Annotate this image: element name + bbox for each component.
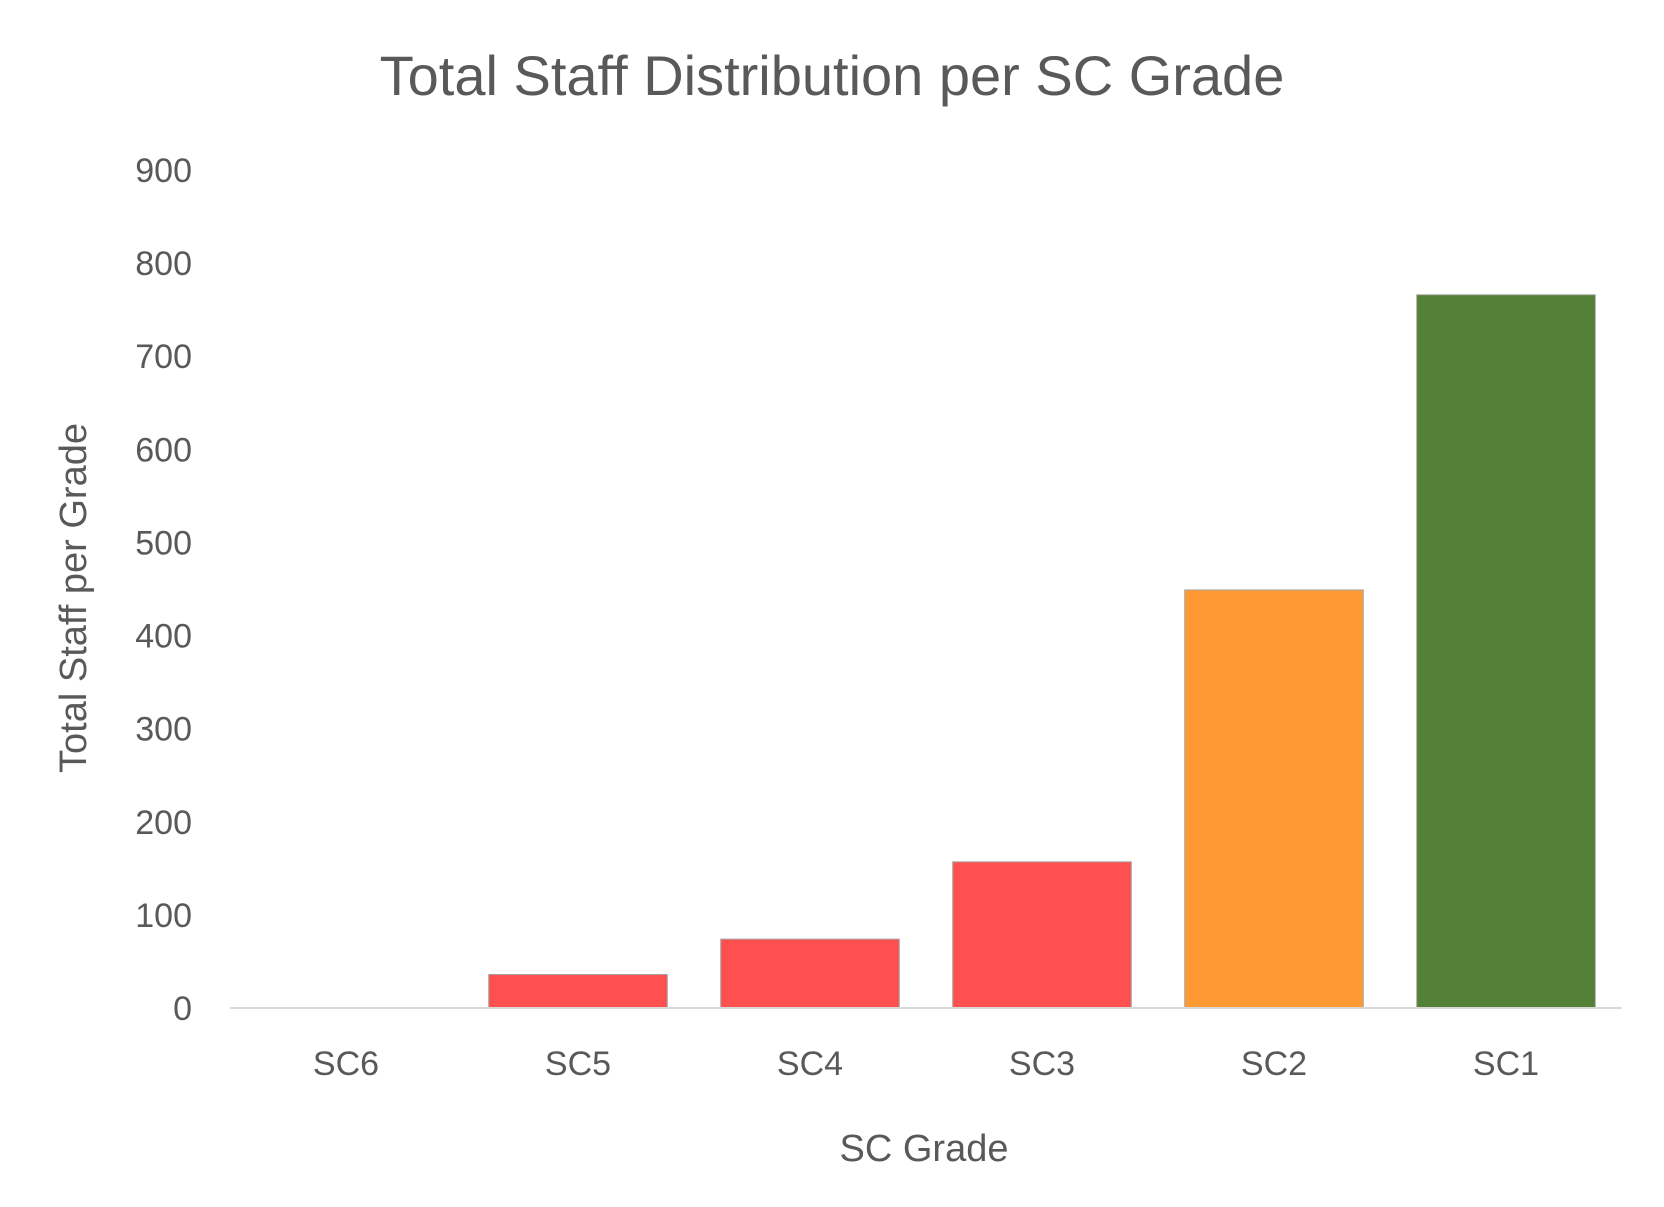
y-tick-label: 600	[135, 431, 192, 469]
y-tick-label: 700	[135, 338, 192, 376]
y-tick-label: 400	[135, 618, 192, 656]
x-tick-label-sc4: SC4	[777, 1045, 843, 1083]
bar-sc1	[1416, 294, 1596, 1009]
x-tick-label-sc5: SC5	[545, 1045, 611, 1083]
y-tick-label: 100	[135, 897, 192, 935]
x-tick-label-sc3: SC3	[1009, 1045, 1075, 1083]
y-axis-title: Total Staff per Grade	[53, 423, 95, 773]
x-tick-label-sc1: SC1	[1473, 1045, 1539, 1083]
bar-sc2	[1184, 589, 1364, 1009]
chart-title: Total Staff Distribution per SC Grade	[380, 44, 1285, 107]
x-axis-title: SC Grade	[840, 1128, 1009, 1170]
bar-sc4	[720, 938, 900, 1009]
bar-sc3	[952, 861, 1132, 1009]
y-tick-label: 200	[135, 804, 192, 842]
bars	[488, 294, 1596, 1009]
y-tick-label: 900	[135, 152, 192, 190]
y-tick-label: 0	[173, 990, 192, 1028]
y-tick-label: 800	[135, 245, 192, 283]
bar-sc5	[488, 973, 668, 1009]
y-tick-label: 300	[135, 711, 192, 749]
x-tick-label-sc2: SC2	[1241, 1045, 1307, 1083]
y-axis-tick-labels: 0 100 200 300 400 500 600 700 800 900	[135, 152, 192, 1028]
y-tick-label: 500	[135, 524, 192, 562]
x-axis-tick-labels: SC6 SC5 SC4 SC3 SC2 SC1	[313, 1045, 1539, 1083]
x-tick-label-sc6: SC6	[313, 1045, 379, 1083]
